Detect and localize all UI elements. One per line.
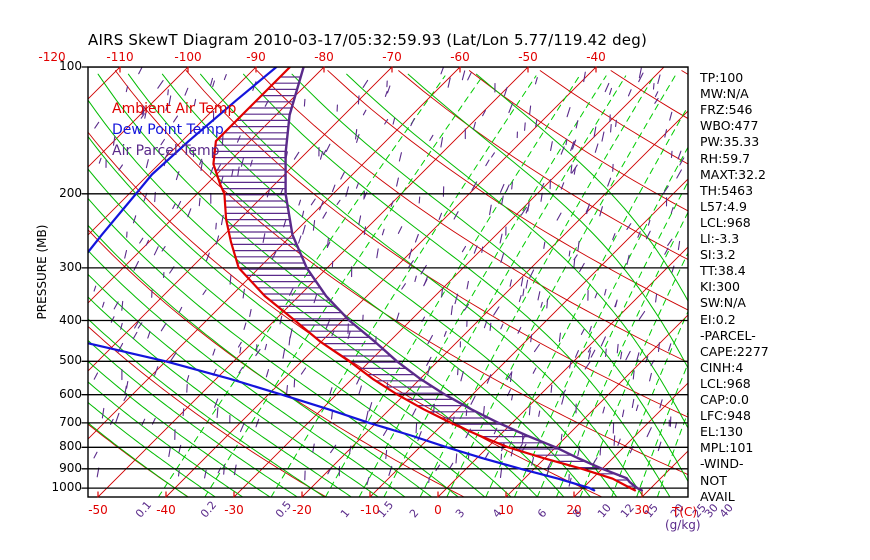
top-temp-tick--120: -120 — [38, 50, 66, 64]
index-pw3533: PW:35.33 — [700, 134, 760, 150]
index-frz546: FRZ:546 — [700, 102, 753, 118]
pressure-tick-400: 400 — [59, 312, 82, 327]
index-ei02: EI:0.2 — [700, 311, 736, 327]
legend-dew-point-temp: Dew Point Temp — [112, 122, 224, 138]
index-l5749: L57:4.9 — [700, 198, 747, 214]
index-th5463: TH:5463 — [700, 182, 754, 198]
legend-air-parcel-temp: Air Parcel Temp — [112, 143, 220, 159]
pressure-tick-600: 600 — [59, 386, 82, 401]
index-not: NOT — [700, 472, 727, 488]
bottom-temp-tick--30: -30 — [224, 503, 244, 517]
index-swna: SW:N/A — [700, 295, 746, 311]
profile-curves — [88, 67, 643, 492]
bottom-temp-tick--20: -20 — [292, 503, 312, 517]
dry-adiabat-lines — [88, 70, 688, 497]
top-temp-tick--50: -50 — [518, 50, 538, 64]
index-cinh4: CINH:4 — [700, 359, 744, 375]
index-maxt322: MAXT:32.2 — [700, 166, 766, 182]
index-wbo477: WBO:477 — [700, 118, 759, 134]
bottom-temp-tick-10: 10 — [498, 503, 514, 517]
mixing-ratio-axis-label: (g/kg) — [665, 518, 701, 532]
bottom-temp-tick--50: -50 — [88, 503, 108, 517]
top-temp-tick--100: -100 — [174, 50, 202, 64]
temperature-axis-label: T(C) — [672, 505, 698, 519]
index-lcl968: LCL:968 — [700, 214, 751, 230]
pressure-tick-100: 100 — [59, 59, 82, 73]
index-el130: EL:130 — [700, 424, 743, 440]
index-avail: AVAIL — [700, 488, 735, 504]
index-lcl968: LCL:968 — [700, 375, 751, 391]
top-temp-tick--70: -70 — [382, 50, 402, 64]
top-temp-tick--40: -40 — [586, 50, 606, 64]
bottom-temp-tick-20: 20 — [566, 503, 582, 517]
index-si32: SI:3.2 — [700, 247, 736, 263]
wind-barb-markers — [93, 67, 685, 487]
index-cap00: CAP:0.0 — [700, 392, 749, 407]
index-wind: -WIND- — [700, 456, 744, 472]
index-mpl101: MPL:101 — [700, 440, 754, 456]
pressure-tick-700: 700 — [59, 414, 82, 429]
cape-hatching — [212, 76, 636, 487]
pressure-tick-800: 800 — [59, 439, 82, 454]
axis-tick-marks — [81, 66, 643, 498]
pressure-tick-1000: 1000 — [51, 480, 82, 495]
plot-frame — [87, 66, 689, 498]
index-cape2277: CAPE:2277 — [700, 343, 769, 359]
legend-ambient-air-temp: Ambient Air Temp — [112, 101, 237, 117]
pressure-tick-200: 200 — [59, 185, 82, 200]
index-ki300: KI:300 — [700, 279, 740, 295]
index-tp100: TP:100 — [700, 70, 744, 85]
moist-adiabat-lines — [88, 73, 688, 497]
bottom-temp-tick-0: 0 — [434, 503, 442, 517]
top-temp-tick--90: -90 — [246, 50, 266, 64]
pressure-tick-500: 500 — [59, 353, 82, 368]
top-temp-tick--110: -110 — [106, 50, 134, 64]
bottom-temp-tick--10: -10 — [360, 503, 380, 517]
bottom-temp-tick-30: 30 — [634, 503, 650, 517]
index-mwna: MW:N/A — [700, 86, 749, 102]
index-tt384: TT:38.4 — [700, 263, 746, 279]
index-rh597: RH:59.7 — [700, 150, 751, 166]
index-li33: LI:-3.3 — [700, 231, 740, 246]
pressure-tick-300: 300 — [59, 259, 82, 274]
top-temp-tick--60: -60 — [450, 50, 470, 64]
index-parcel: -PARCEL- — [700, 327, 756, 343]
bottom-temp-tick--40: -40 — [156, 503, 176, 517]
pressure-tick-900: 900 — [59, 460, 82, 475]
index-lfc948: LFC:948 — [700, 408, 751, 424]
page-title: AIRS SkewT Diagram 2010-03-17/05:32:59.9… — [88, 31, 647, 49]
top-temp-tick--80: -80 — [314, 50, 334, 64]
